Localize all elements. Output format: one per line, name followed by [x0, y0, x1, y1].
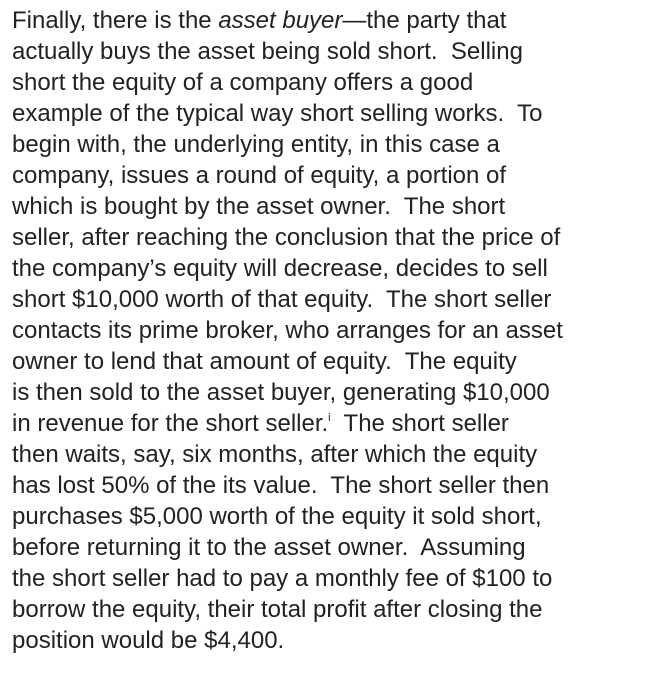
text-run: example of the typical way short selling… [12, 100, 543, 127]
text-line: short $10,000 worth of that equity. The … [12, 284, 664, 315]
text-run: in revenue for the short seller. [12, 410, 329, 437]
text-run: The short seller [330, 410, 509, 437]
footnote-mark: i [328, 412, 331, 424]
text-run: owner to lend that amount of equity. The… [12, 348, 517, 375]
text-line: position would be $4,400. [12, 625, 664, 656]
text-line: contacts its prime broker, who arranges … [12, 315, 664, 346]
text-line: example of the typical way short selling… [12, 98, 664, 129]
text-run: then waits, say, six months, after which… [12, 441, 538, 468]
text-run: before returning it to the asset owner. … [12, 534, 526, 561]
text-line: short the equity of a company offers a g… [12, 67, 664, 98]
text-line: begin with, the underlying entity, in th… [12, 129, 664, 160]
text-run: which is bought by the asset owner. The … [12, 193, 506, 220]
text-run: short $10,000 worth of that equity. The … [12, 286, 552, 313]
text-line: the short seller had to pay a monthly fe… [12, 563, 664, 594]
text-line: has lost 50% of the its value. The short… [12, 470, 664, 501]
text-run: position would be $4,400. [12, 627, 285, 654]
text-run: begin with, the underlying entity, in th… [12, 131, 500, 158]
text-run: actually buys the asset being sold short… [12, 38, 523, 65]
text-run: is then sold to the asset buyer, generat… [12, 379, 550, 406]
text-line: then waits, say, six months, after which… [12, 439, 664, 470]
text-line: company, issues a round of equity, a por… [12, 160, 664, 191]
text-run: borrow the equity, their total profit af… [12, 596, 543, 623]
text-line: Finally, there is the asset buyer—the pa… [12, 5, 664, 36]
emphasis: asset buyer [218, 7, 343, 34]
text-run: the company’s equity will decrease, deci… [12, 255, 548, 282]
text-line: is then sold to the asset buyer, generat… [12, 377, 664, 408]
text-run: has lost 50% of the its value. The short… [12, 472, 550, 499]
text-run: —the party that [342, 7, 507, 34]
text-line: purchases $5,000 worth of the equity it … [12, 501, 664, 532]
text-line: borrow the equity, their total profit af… [12, 594, 664, 625]
text-run: purchases $5,000 worth of the equity it … [12, 503, 542, 530]
text-line: in revenue for the short seller.i The sh… [12, 408, 664, 439]
text-run: short the equity of a company offers a g… [12, 69, 474, 96]
text-line: owner to lend that amount of equity. The… [12, 346, 664, 377]
text-line: before returning it to the asset owner. … [12, 532, 664, 563]
text-line: actually buys the asset being sold short… [12, 36, 664, 67]
text-run: contacts its prime broker, who arranges … [12, 317, 563, 344]
text-run: company, issues a round of equity, a por… [12, 162, 507, 189]
text-line: seller, after reaching the conclusion th… [12, 222, 664, 253]
text-line: which is bought by the asset owner. The … [12, 191, 664, 222]
text-run: the short seller had to pay a monthly fe… [12, 565, 553, 592]
text-run: seller, after reaching the conclusion th… [12, 224, 561, 251]
text-run: Finally, there is the [12, 7, 219, 34]
text-line: the company’s equity will decrease, deci… [12, 253, 664, 284]
